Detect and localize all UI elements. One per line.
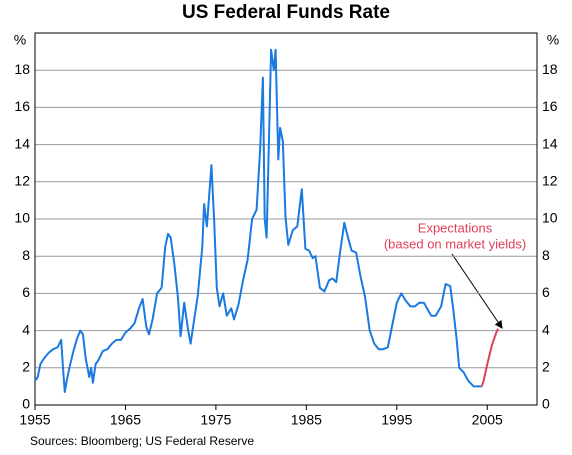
y-tick-label: 6 [22,284,30,300]
y2-tick-label: 8 [542,247,550,263]
y-tick-label: 14 [14,135,30,151]
x-tick-label: 1975 [200,412,231,428]
y2-tick-label: 18 [542,61,558,77]
annotation: Expectations [418,220,493,235]
y2-tick-label: 10 [542,210,558,226]
x-tick-label: 2005 [472,412,503,428]
y2-tick-label: 6 [542,284,550,300]
y2-tick-label: 16 [542,98,558,114]
y2-tick-label: 14 [542,135,558,151]
y-unit-right: % [547,32,559,48]
x-tick-label: 1995 [381,412,412,428]
y2-tick-label: 0 [542,396,550,412]
series-line [34,48,482,393]
y-tick-label: 8 [22,247,30,263]
y-tick-label: 2 [22,359,30,375]
x-tick-label: 1955 [19,412,50,428]
y2-tick-label: 2 [542,359,550,375]
y-tick-label: 0 [22,396,30,412]
annotation: (based on market yields) [384,236,526,251]
y2-tick-label: 4 [542,321,550,337]
plot-frame [34,32,538,406]
x-tick-label: 1985 [291,412,322,428]
y-tick-label: 4 [22,321,30,337]
series-line [480,328,500,387]
y-tick-label: 18 [14,61,30,77]
y-tick-label: 12 [14,173,30,189]
x-tick-label: 1965 [110,412,141,428]
y2-tick-label: 12 [542,173,558,189]
y-tick-label: 16 [14,98,30,114]
chart-title: US Federal Funds Rate [182,2,390,23]
y-tick-label: 10 [14,210,30,226]
annotation-arrow [451,253,503,329]
y-unit-left: % [14,32,26,48]
source-note: Sources: Bloomberg; US Federal Reserve [30,434,254,448]
